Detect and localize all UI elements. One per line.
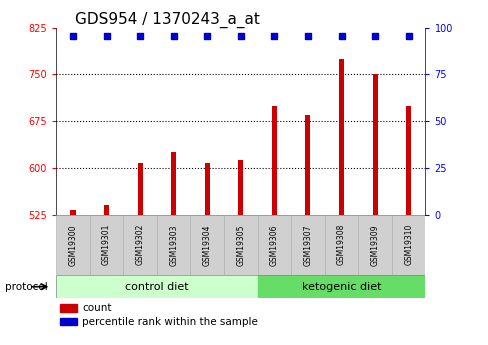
- Point: [203, 33, 211, 38]
- Bar: [157, 215, 190, 275]
- Bar: [358, 215, 391, 275]
- Text: GSM19303: GSM19303: [169, 224, 178, 266]
- Bar: [391, 215, 425, 275]
- Text: GSM19304: GSM19304: [203, 224, 211, 266]
- Point: [370, 33, 378, 38]
- Text: count: count: [82, 303, 111, 313]
- Bar: [56, 215, 90, 275]
- Point: [337, 33, 345, 38]
- Bar: [271, 106, 276, 215]
- Bar: [305, 115, 310, 215]
- Bar: [224, 215, 257, 275]
- Point: [169, 33, 177, 38]
- Point: [404, 33, 412, 38]
- Text: percentile rank within the sample: percentile rank within the sample: [82, 317, 258, 327]
- Text: GSM19302: GSM19302: [135, 224, 144, 265]
- Bar: [90, 215, 123, 275]
- Text: GSM19309: GSM19309: [370, 224, 379, 266]
- Bar: [171, 152, 176, 215]
- Point: [304, 33, 311, 38]
- Text: GSM19307: GSM19307: [303, 224, 312, 266]
- Text: GSM19301: GSM19301: [102, 224, 111, 265]
- Text: GSM19305: GSM19305: [236, 224, 245, 266]
- Bar: [190, 215, 224, 275]
- Bar: [104, 205, 109, 215]
- Text: ketogenic diet: ketogenic diet: [301, 282, 381, 292]
- Text: GDS954 / 1370243_a_at: GDS954 / 1370243_a_at: [75, 11, 259, 28]
- Text: protocol: protocol: [5, 282, 47, 292]
- Bar: [338, 59, 344, 215]
- Bar: [56, 275, 257, 298]
- Bar: [406, 106, 410, 215]
- Bar: [60, 304, 77, 312]
- Bar: [60, 318, 77, 325]
- Bar: [257, 275, 425, 298]
- Bar: [70, 210, 75, 215]
- Bar: [238, 160, 243, 215]
- Point: [69, 33, 77, 38]
- Bar: [123, 215, 157, 275]
- Bar: [257, 215, 290, 275]
- Point: [270, 33, 278, 38]
- Point: [136, 33, 144, 38]
- Point: [236, 33, 244, 38]
- Bar: [290, 215, 324, 275]
- Point: [102, 33, 110, 38]
- Bar: [137, 163, 142, 215]
- Bar: [204, 164, 209, 215]
- Text: GSM19308: GSM19308: [336, 224, 346, 265]
- Bar: [324, 215, 358, 275]
- Bar: [372, 75, 377, 215]
- Text: control diet: control diet: [125, 282, 188, 292]
- Text: GSM19300: GSM19300: [68, 224, 78, 266]
- Text: GSM19310: GSM19310: [403, 224, 412, 265]
- Text: GSM19306: GSM19306: [269, 224, 278, 266]
